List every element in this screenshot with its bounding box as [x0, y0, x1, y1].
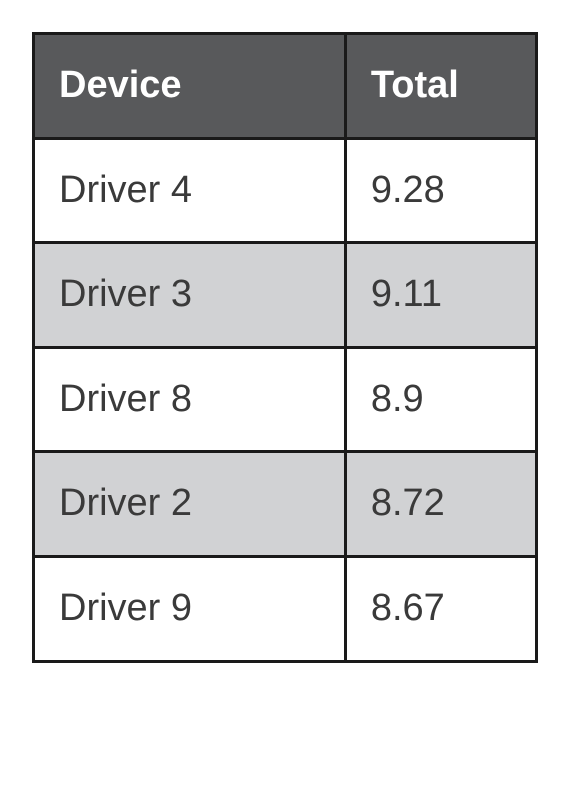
cell-device: Driver 4 — [34, 138, 346, 243]
cell-device: Driver 9 — [34, 556, 346, 661]
cell-total: 8.67 — [345, 556, 536, 661]
table-row: Driver 2 8.72 — [34, 452, 537, 557]
cell-total: 9.28 — [345, 138, 536, 243]
table-row: Driver 9 8.67 — [34, 556, 537, 661]
table-row: Driver 8 8.9 — [34, 347, 537, 452]
cell-device: Driver 2 — [34, 452, 346, 557]
cell-device: Driver 8 — [34, 347, 346, 452]
cell-device: Driver 3 — [34, 243, 346, 348]
cell-total: 8.72 — [345, 452, 536, 557]
column-header-device: Device — [34, 34, 346, 139]
table-row: Driver 4 9.28 — [34, 138, 537, 243]
cell-total: 8.9 — [345, 347, 536, 452]
cell-total: 9.11 — [345, 243, 536, 348]
column-header-total: Total — [345, 34, 536, 139]
table-row: Driver 3 9.11 — [34, 243, 537, 348]
table-header-row: Device Total — [34, 34, 537, 139]
device-total-table: Device Total Driver 4 9.28 Driver 3 9.11… — [32, 32, 538, 663]
